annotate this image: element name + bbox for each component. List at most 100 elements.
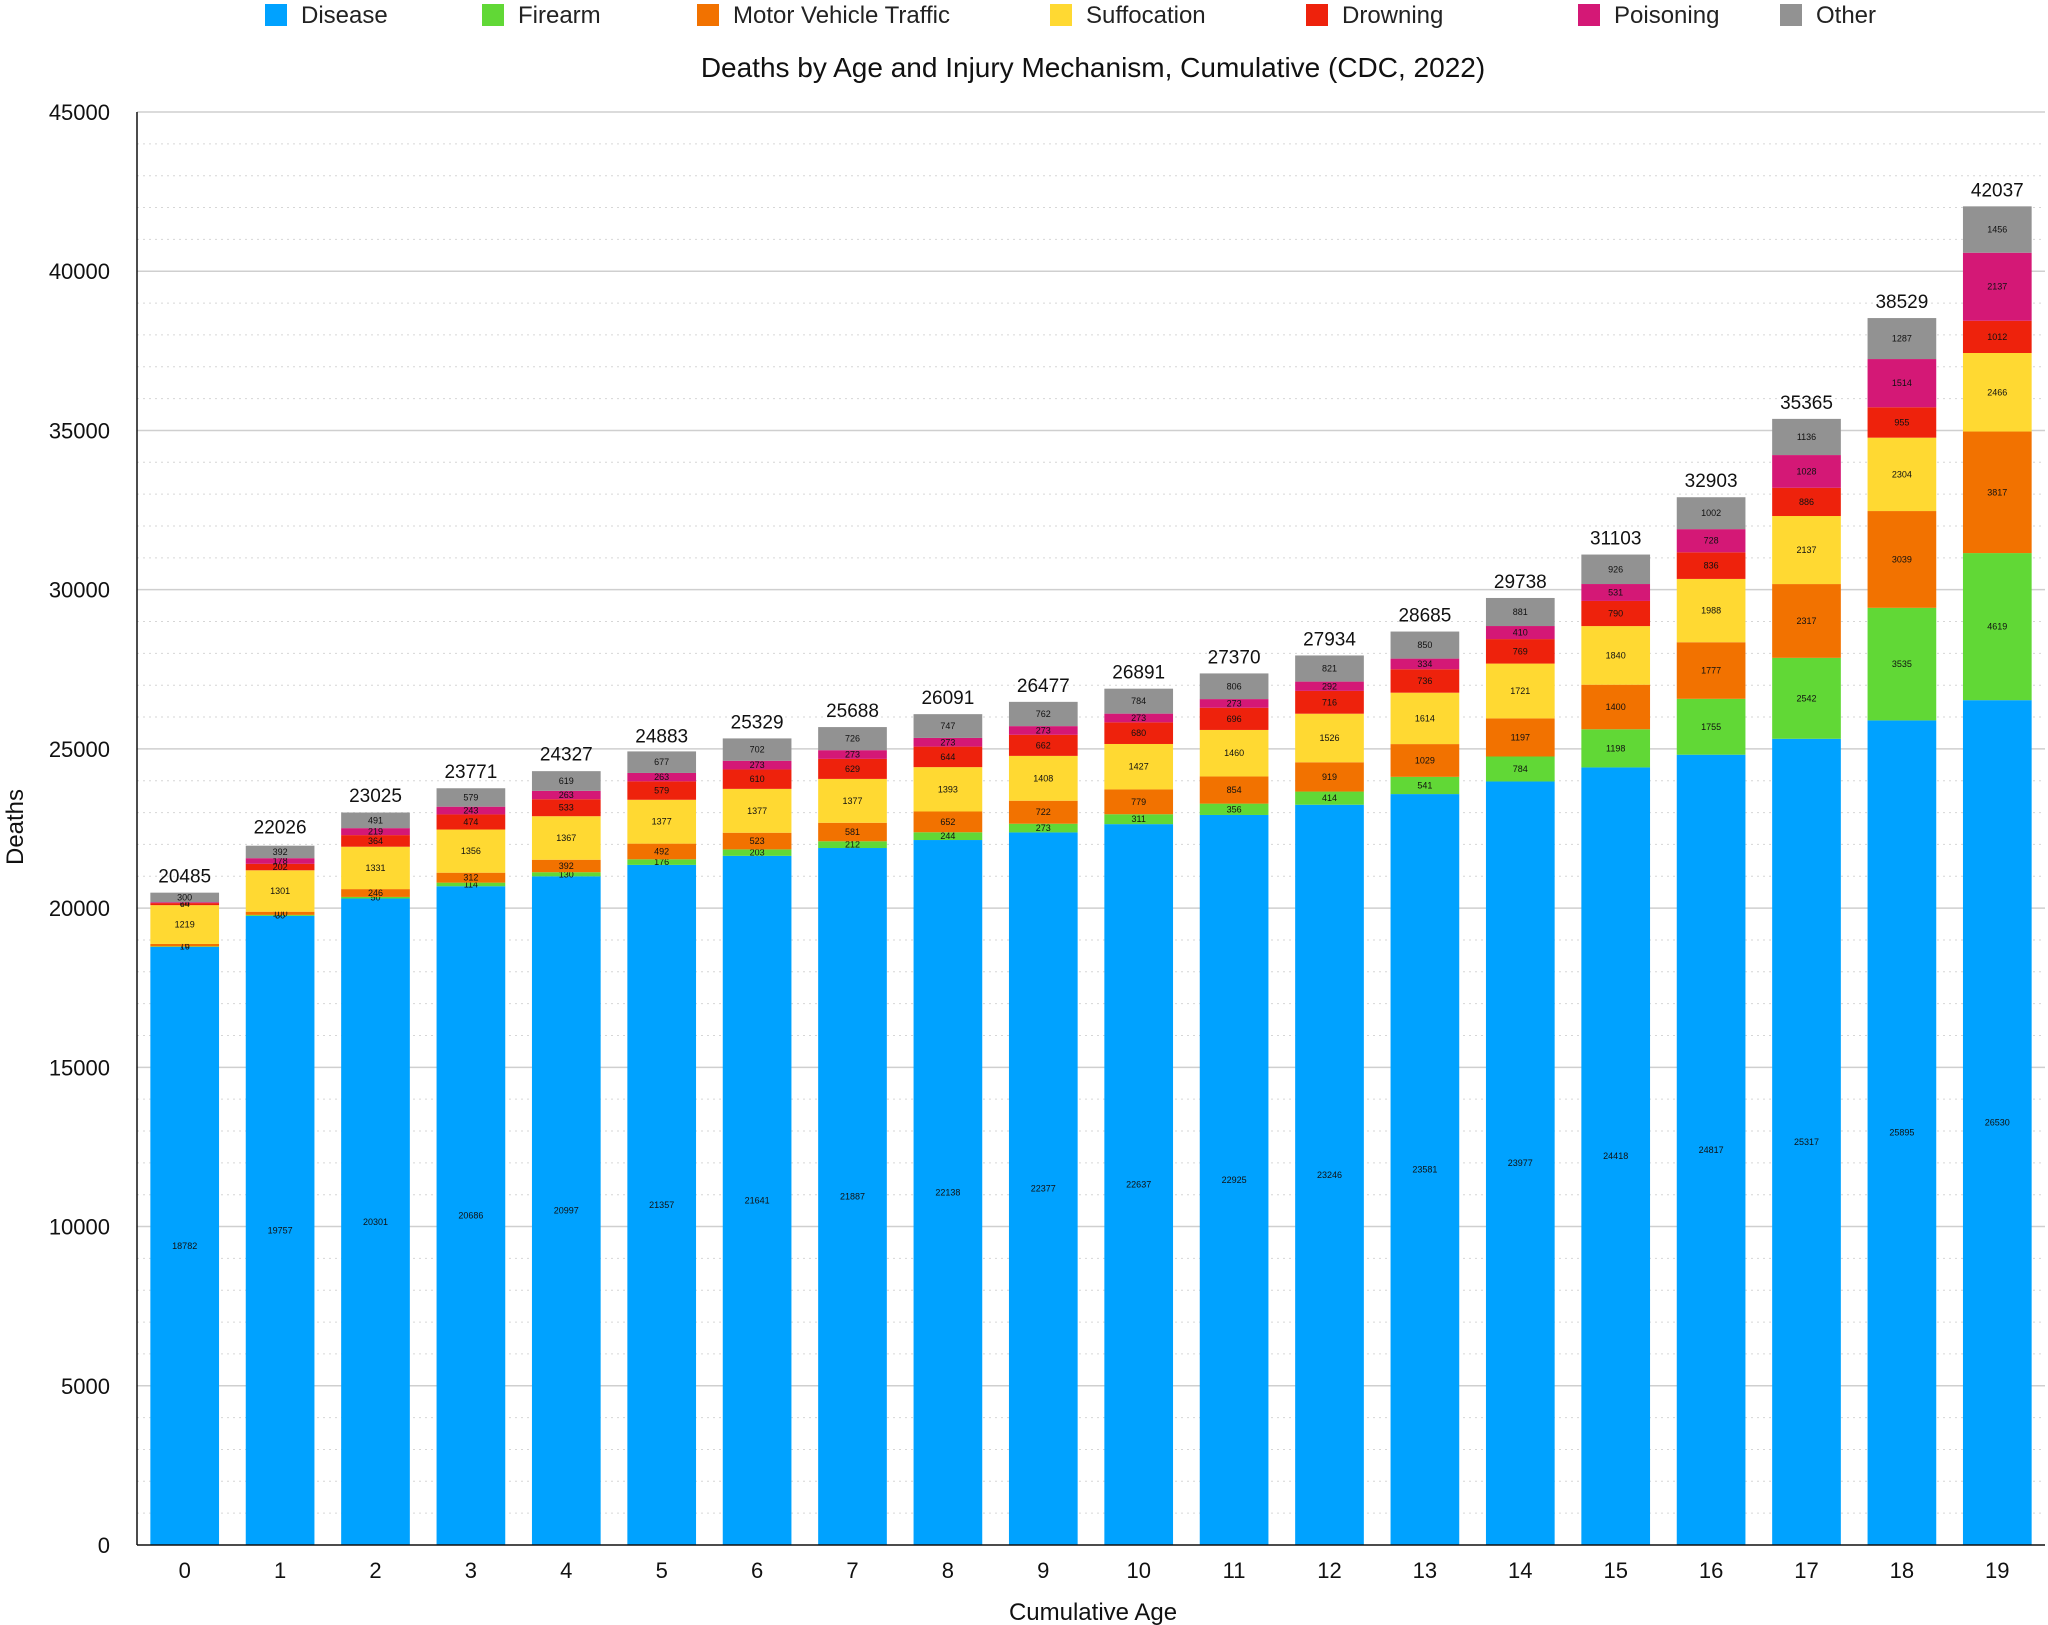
x-tick-label: 3 [465, 1558, 477, 1583]
x-tick-label: 2 [369, 1558, 381, 1583]
bar-segment [436, 788, 506, 807]
bar-segment [150, 905, 220, 944]
x-tick-label: 19 [1985, 1558, 2009, 1583]
bar-total-label: 25329 [731, 712, 784, 733]
x-tick-label: 11 [1223, 1558, 1246, 1583]
bar-segment [1867, 359, 1937, 408]
bar-segment [150, 903, 220, 906]
bar-total-label: 31103 [1590, 529, 1641, 550]
segment-value-label: 790 [1608, 609, 1623, 619]
segment-value-label: 1002 [1701, 508, 1721, 518]
segment-value-label: 16 [180, 942, 190, 952]
bar-segment [150, 946, 220, 1545]
bar-segment [818, 727, 887, 751]
bar-segment [1390, 794, 1460, 1545]
segment-value-label: 273 [940, 737, 955, 747]
segment-value-label: 1988 [1701, 606, 1721, 616]
segment-value-label: 726 [845, 734, 860, 744]
segment-value-label: 806 [1227, 681, 1242, 691]
bar-total-label: 20485 [158, 867, 211, 888]
bar-segment [1485, 756, 1555, 782]
segment-value-label: 716 [1322, 697, 1337, 707]
bar-segment [627, 859, 697, 865]
bar-segment [531, 876, 601, 1545]
bar-segment [531, 872, 601, 877]
segment-value-label: 629 [845, 764, 860, 774]
legend-swatch [697, 4, 719, 26]
legend-label: Suffocation [1086, 2, 1206, 29]
segment-value-label: 1377 [652, 817, 672, 827]
bar-segment [531, 816, 601, 860]
bar-segment [1199, 776, 1269, 804]
segment-value-label: 22377 [1031, 1184, 1056, 1194]
segment-value-label: 1287 [1892, 334, 1912, 344]
segment-value-label: 114 [464, 879, 478, 889]
bar-segment [1295, 762, 1364, 792]
bar-segment [1390, 692, 1460, 745]
bar-segment [1676, 552, 1746, 579]
segment-value-label: 22637 [1126, 1180, 1151, 1190]
segment-value-label: 1840 [1606, 650, 1626, 660]
x-tick-label: 18 [1890, 1558, 1914, 1583]
bar-segment [1676, 497, 1746, 530]
bar-segment [1199, 673, 1269, 700]
bar-segment [150, 892, 220, 903]
segment-value-label: 2317 [1796, 616, 1816, 626]
bar-stack: 24418 1198 1400 1840 790 531 926 31103 [1581, 529, 1651, 1545]
segment-value-label: 2137 [1987, 282, 2007, 292]
x-tick-label: 16 [1699, 1558, 1723, 1583]
segment-value-label: 1526 [1319, 733, 1339, 743]
segment-value-label: 21641 [745, 1195, 770, 1205]
bar-segment [341, 835, 410, 847]
segment-value-label: 1514 [1892, 378, 1912, 388]
bar-segment [1295, 655, 1364, 682]
segment-value-label: 64 [180, 899, 190, 909]
segment-value-label: 219 [368, 827, 383, 837]
bar-segment [436, 814, 506, 830]
segment-value-label: 1721 [1510, 686, 1530, 696]
bar-segment [1390, 669, 1460, 693]
segment-value-label: 100 [273, 908, 288, 918]
legend-label: Drowning [1342, 2, 1443, 29]
segment-value-label: 273 [1227, 698, 1242, 708]
bar-segment [722, 849, 792, 856]
bar-segment [341, 889, 410, 897]
bar-segment [1485, 663, 1555, 719]
segment-value-label: 26530 [1985, 1118, 2010, 1128]
bar-segment [1962, 700, 2032, 1545]
bar-segment [913, 832, 983, 841]
legend: Disease Firearm Motor Vehicle Traffic Suffo… [265, 2, 1876, 29]
segment-value-label: 881 [1513, 607, 1528, 617]
legend-label: Disease [301, 2, 388, 29]
segment-value-label: 273 [1036, 823, 1051, 833]
segment-value-label: 176 [654, 857, 669, 867]
bar-segment [436, 829, 506, 873]
y-tick-label: 25000 [49, 737, 110, 762]
bar-stack: 21887 212 581 1377 629 273 726 25688 [818, 701, 887, 1545]
bar-stack: 22377 273 722 1408 662 273 762 26477 [1008, 676, 1078, 1545]
legend-label: Other [1816, 2, 1876, 29]
segment-value-label: 1356 [461, 846, 481, 856]
legend-swatch [1306, 4, 1328, 26]
segment-value-label: 356 [1227, 804, 1242, 814]
segment-value-label: 203 [750, 848, 765, 858]
bar-segment [1008, 734, 1078, 756]
bar-segment [1104, 814, 1174, 825]
segment-value-label: 677 [654, 757, 669, 767]
segment-value-label: 414 [1322, 793, 1337, 803]
bar-segment [818, 841, 887, 849]
y-tick-label: 35000 [49, 418, 110, 443]
legend-swatch [482, 4, 504, 26]
bar-segment [341, 828, 410, 836]
segment-value-label: 28 [180, 898, 190, 908]
bar-segment [436, 882, 506, 887]
bar-segment [1199, 814, 1269, 1545]
bar-segment [436, 806, 506, 815]
bars: 1878216761219642830020485197573010013012… [150, 180, 2032, 1545]
bar-segment [1008, 823, 1078, 833]
segment-value-label: 523 [750, 836, 765, 846]
bar-segment [722, 832, 792, 850]
bar-segment [1295, 690, 1364, 714]
segment-value-label: 919 [1322, 772, 1337, 782]
